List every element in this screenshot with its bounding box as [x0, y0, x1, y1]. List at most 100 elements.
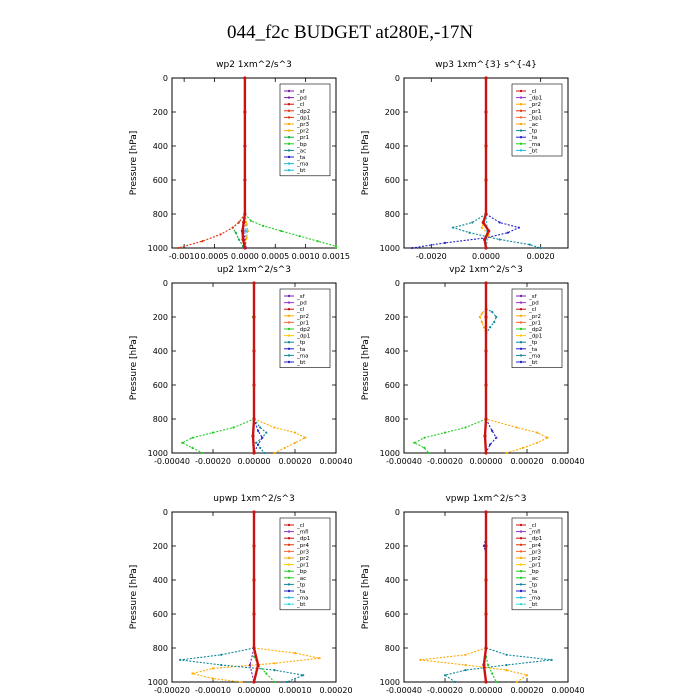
- data-point-cl: [256, 663, 260, 667]
- data-point-tp: [254, 441, 258, 444]
- y-tick-label: 800: [153, 644, 168, 653]
- data-point-cl: [243, 76, 247, 80]
- data-point-pr2: [464, 653, 467, 656]
- legend-label: _ac: [296, 148, 306, 154]
- legend-marker: [519, 327, 523, 331]
- data-point-tp: [263, 451, 266, 455]
- legend-label: _ta: [296, 155, 305, 161]
- y-axis-label: Pressure [hPa]: [129, 565, 139, 630]
- data-point-cl: [243, 246, 247, 250]
- legend-marker: [519, 301, 523, 304]
- legend-marker: [519, 314, 523, 317]
- data-point-tp: [265, 431, 268, 434]
- data-point-ta: [261, 436, 264, 439]
- legend-label: _bp: [528, 569, 539, 575]
- legend-label: _pr2: [528, 314, 541, 320]
- data-point-cl: [252, 646, 256, 650]
- legend-marker: [519, 563, 523, 566]
- legend-marker: [519, 596, 523, 599]
- data-point-ta: [498, 221, 501, 224]
- legend-label: _mfl: [528, 530, 541, 536]
- y-tick-label: 600: [153, 610, 168, 619]
- x-tick-label: 0.0010: [292, 252, 320, 261]
- legend-label: _ac: [528, 576, 538, 582]
- data-point-cl: [484, 144, 488, 148]
- legend-label: _cl: [528, 89, 537, 95]
- panel-2: wp3 1xm^{3} s^{-4} Pressure [hPa] 0 200 400 6…: [361, 60, 569, 261]
- data-point-pr2: [505, 451, 508, 455]
- legend-marker: [519, 360, 523, 364]
- legend-label: _ma: [296, 596, 308, 602]
- legend-label: _tp: [528, 340, 538, 346]
- data-point-dp2: [191, 446, 194, 449]
- y-axis-label: Pressure [hPa]: [129, 336, 139, 401]
- legend-label: _bp: [296, 142, 307, 148]
- legend-marker: [519, 142, 523, 145]
- data-point-tp: [493, 321, 496, 324]
- legend-marker: [519, 294, 523, 298]
- legend-marker: [287, 129, 291, 132]
- legend-marker: [287, 589, 291, 593]
- data-point-cl: [240, 229, 245, 233]
- x-tick-label: -0.00020: [427, 686, 463, 695]
- y-tick-label: 200: [385, 313, 400, 322]
- data-point-cl: [242, 220, 246, 225]
- data-point-ta: [491, 429, 494, 432]
- data-point-pr2: [211, 677, 215, 680]
- legend-marker: [287, 327, 291, 331]
- legend-label: _pr2: [296, 556, 309, 562]
- y-tick-label: 400: [153, 347, 168, 356]
- x-tick-label: 0.0015: [322, 252, 350, 261]
- data-point-tp: [550, 658, 553, 662]
- legend-marker: [287, 347, 291, 350]
- series-line-cl: [483, 283, 488, 454]
- legend-marker: [287, 155, 291, 159]
- data-point-cl: [252, 578, 256, 582]
- series-line-bt: [485, 213, 488, 249]
- legend-marker: [519, 129, 523, 132]
- data-point-pr2: [318, 657, 321, 660]
- data-point-bp: [298, 235, 301, 238]
- legend-marker: [287, 537, 291, 540]
- legend-marker: [519, 321, 523, 324]
- x-tick-label: 0.0005: [201, 252, 229, 261]
- data-point-pd: [248, 663, 251, 667]
- y-tick-label: 600: [385, 381, 400, 390]
- legend-label: _ma: [296, 353, 308, 359]
- x-tick-label: 0.0000: [472, 252, 500, 261]
- panel-title: upwp 1xm^2/s^3: [213, 494, 294, 504]
- data-point-cl: [483, 237, 487, 242]
- data-point-cl: [484, 680, 488, 684]
- x-tick-label: 0.00000: [237, 686, 270, 695]
- data-point-cl: [252, 510, 256, 514]
- data-point-pr2: [419, 658, 422, 662]
- data-point-dp2: [443, 431, 447, 434]
- data-point-bp: [249, 219, 253, 222]
- y-tick-label: 200: [153, 108, 168, 117]
- data-point-pr2: [273, 662, 276, 665]
- x-tick-label: 0.00010: [278, 686, 311, 695]
- legend-label: _tp: [296, 340, 306, 346]
- data-point-pr2: [480, 312, 483, 315]
- legend-label: _ma: [528, 353, 540, 359]
- x-tick-label: 0.00000: [237, 457, 270, 466]
- data-point-cl: [484, 383, 488, 387]
- legend-label: _dp2: [296, 109, 310, 115]
- data-point-cl: [484, 315, 488, 319]
- y-tick-label: 200: [385, 108, 400, 117]
- data-point-bp: [262, 224, 265, 227]
- data-point-pr1: [234, 231, 237, 234]
- legend-label: _ta: [296, 347, 305, 353]
- data-point-dp2: [423, 446, 426, 449]
- legend-marker: [287, 354, 291, 357]
- legend-marker: [519, 583, 523, 586]
- data-point-pr1: [237, 238, 240, 241]
- legend-marker: [287, 596, 291, 599]
- series-line-pr2: [192, 647, 320, 683]
- data-point-cl: [484, 76, 488, 80]
- legend-label: _pr4: [528, 543, 542, 549]
- data-point-pr2: [293, 431, 297, 434]
- y-tick-label: 400: [153, 576, 168, 585]
- figure-title: 044_f2c BUDGET at280E,-17N: [226, 22, 474, 43]
- panel-title: vp2 1xm^2/s^3: [449, 265, 523, 275]
